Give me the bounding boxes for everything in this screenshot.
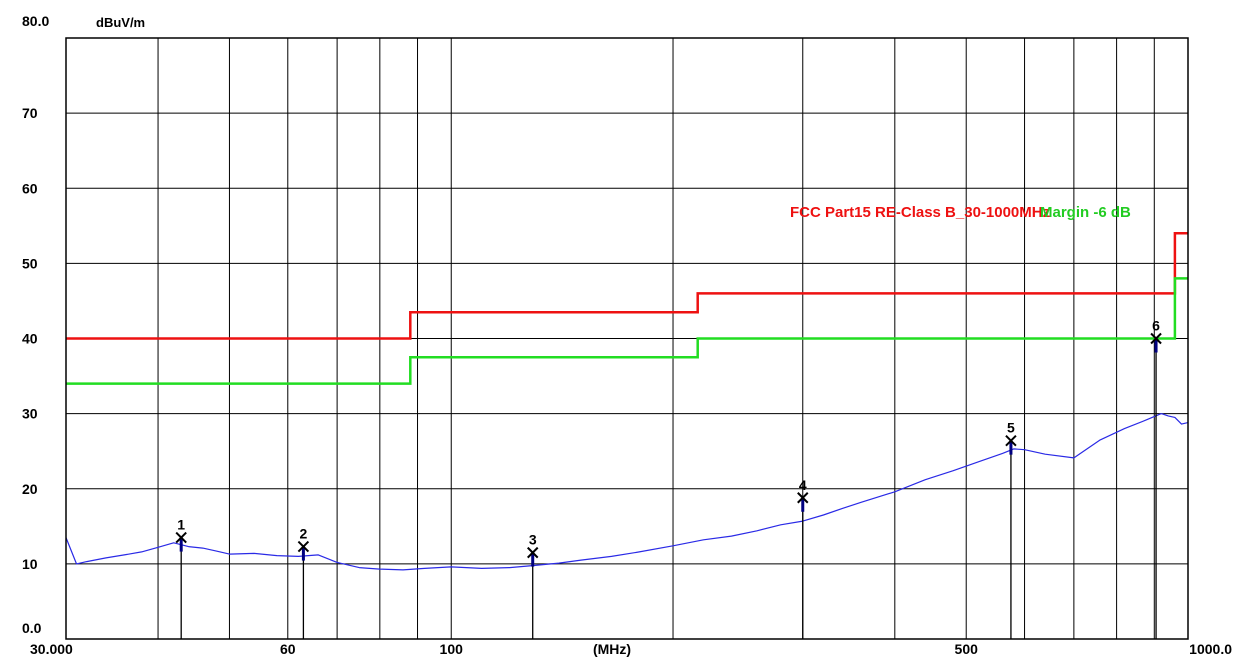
y-tick-label: 0.0	[22, 620, 42, 636]
marker-cross	[797, 492, 809, 504]
marker-cross	[175, 531, 187, 544]
y-tick-label: 70	[22, 105, 38, 121]
marker-cross	[1150, 332, 1162, 345]
legend-limit-label: FCC Part15 RE-Class B_30-1000MHz	[790, 204, 1050, 221]
series-layer	[65, 232, 1189, 571]
marker-cross	[297, 540, 310, 553]
y-tick-label: 60	[22, 180, 38, 196]
marker-label: 1	[177, 517, 185, 533]
plot-frame	[65, 37, 1189, 640]
marker-label: 6	[1152, 318, 1160, 334]
y-tick-label: 10	[22, 556, 38, 572]
y-tick-label: 50	[22, 255, 38, 271]
y-axis-label: dBuV/m	[96, 15, 145, 30]
limit-line	[66, 232, 1188, 340]
x-tick-label: 1000.0	[1189, 641, 1232, 657]
marker-label: 2	[300, 526, 308, 542]
marker-label: 4	[799, 477, 807, 493]
marker-label: 5	[1007, 420, 1015, 436]
marker-cross	[527, 546, 539, 559]
legend-margin-label: Margin -6 dB	[1040, 204, 1131, 221]
x-tick-label: 30.000	[30, 641, 73, 657]
x-axis-ticks: 30.000 60 100 500 1000.0	[30, 641, 1232, 657]
x-tick-label: 60	[280, 641, 296, 657]
marker-layer: 1 2 3 4 5 6	[175, 318, 1162, 639]
y-tick-label: 30	[22, 406, 38, 422]
marker-label: 3	[529, 532, 537, 548]
marker-cross	[1005, 434, 1017, 447]
margin-line	[66, 277, 1188, 385]
y-tick-label: 40	[22, 331, 38, 347]
measurement-line	[65, 413, 1189, 571]
x-tick-label: 100	[440, 641, 464, 657]
y-tick-label: 20	[22, 481, 38, 497]
x-tick-label: 500	[955, 641, 979, 657]
y-tick-label: 80.0	[22, 13, 49, 29]
x-axis-label: (MHz)	[593, 641, 631, 657]
y-axis-ticks: 0.0 10 20 30 40 50 60 70 80.0	[22, 13, 49, 636]
